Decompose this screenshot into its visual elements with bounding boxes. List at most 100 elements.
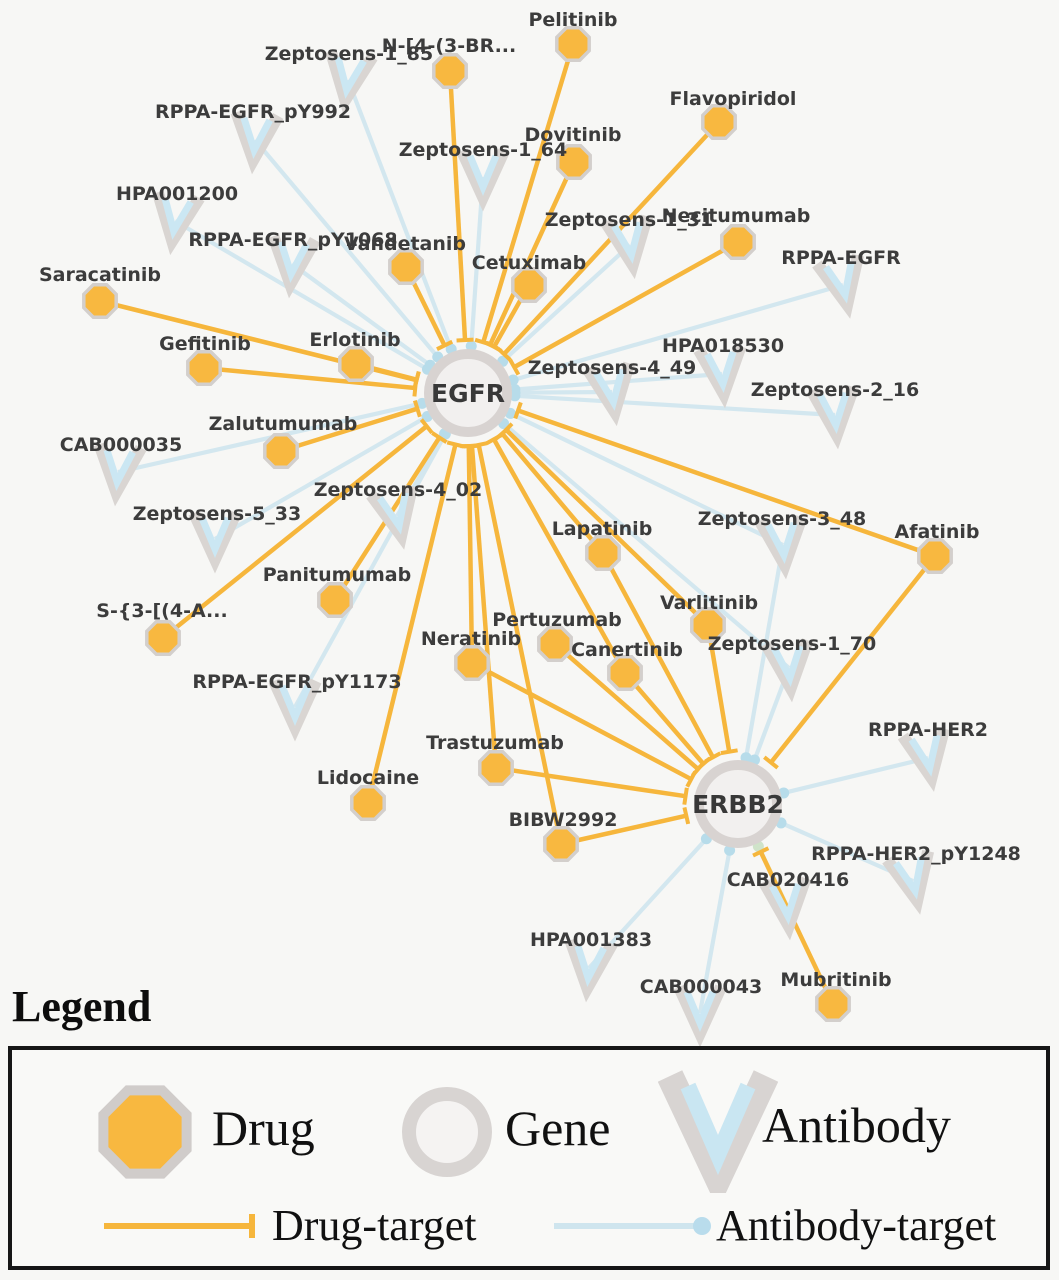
chevron-icon [267,234,321,299]
drug-target-edge-icon [104,1214,255,1238]
legend-gene-label: Gene [505,1100,611,1156]
gene-label-ERBB2: ERBB2 [692,790,784,819]
antibody-node-z1_70 [760,638,814,703]
drug-label-trastuzumab: Trastuzumab [426,732,564,754]
antibody-label-cab000043: CAB000043 [640,976,762,998]
chevron-inner-icon [240,116,273,159]
chevron-inner-icon [704,350,737,393]
gene-node-EGFR [424,349,512,437]
edge-tee-erlotinib-EGFR [412,370,421,389]
edge-tee-n4_3br-EGFR [456,337,474,343]
edge-lapatinib-ERBB2 [601,551,715,759]
edge-rppa_her2-ERBB2 [783,755,929,795]
edge-neratinib-EGFR [466,445,475,664]
drug-label-flavopiridol: Flavopiridol [670,88,797,110]
drug-node-erlotinib [338,346,374,382]
antibody-label-z4_02: Zeptosens-4_02 [314,479,482,501]
antibody-node-py1173 [268,678,322,742]
edge-gefitinib-EGFR [203,365,416,391]
drug-node-vandetanib [388,249,424,285]
chevron-inner-icon [771,644,804,687]
edge-dovitinib-EGFR [488,161,577,346]
drug-node-zalutumumab [263,433,299,469]
labels-layer: EGFR ERBB2 Pelitinib N-[4-(3-BR... Dovitinib… [39,9,1021,998]
antibody-node-py992 [230,110,284,175]
chevron-inner-icon [769,882,802,925]
edge-tee-canertinib-EGFR [485,433,503,446]
edge-pertuzumab-ERBB2 [553,642,700,771]
edge-tee-vandetanib-EGFR [436,339,454,351]
drug-label-lapatinib: Lapatinib [552,518,653,540]
antibody-label-rppa_egfr: RPPA-EGFR [781,247,901,269]
edge-cab000043-ERBB2 [697,849,732,1014]
chevron-icon [366,484,418,550]
nodes-layer [82,26,953,1048]
drug-node-mubritinib [815,986,851,1022]
chevron-inner-icon [908,734,941,777]
antibody-label-py1173: RPPA-EGFR_pY1173 [192,671,401,693]
drug-edges-layer [99,43,937,1005]
drug-node-n4_3br [432,53,468,89]
edge-tee-varlitinib-ERBB2 [720,748,738,756]
antibody-label-rppa_her2: RPPA-HER2 [868,719,988,741]
antibody-node-z1_31 [600,214,653,280]
edge-tee-afatinib-EGFR [513,401,523,420]
drug-label-pelitinib: Pelitinib [528,9,617,31]
antibody-label-py1248: RPPA-HER2_pY1248 [811,843,1021,865]
drug-node-neratinib [454,645,490,681]
chevron-inner-icon [161,197,194,240]
edge-pelitinib-EGFR [481,43,576,343]
chevron-inner-icon [103,448,136,491]
drug-label-panitumumab: Panitumumab [263,564,411,586]
chevron-inner-icon [466,154,500,197]
antibody-node-cab020416 [758,876,812,941]
edge-n4_3br-EGFR [447,70,468,341]
drug-label-canertinib: Canertinib [571,639,683,661]
edge-z1_31-EGFR [501,243,632,363]
edge-afatinib-EGFR [517,408,936,559]
drug-label-bibw2992: BIBW2992 [509,809,618,831]
gene-node-ERBB2 [694,760,782,848]
edge-py1068-EGFR [290,262,432,367]
drug-node-canertinib [607,655,643,691]
edge-varlitinib-ERBB2 [705,624,732,753]
chevron-icon [93,442,147,507]
edge-rppa_egfr-EGFR [512,282,844,383]
chevron-icon [760,638,814,703]
antibody-node-rppa_egfr [812,253,864,319]
antibody-node-z1_64 [456,148,510,212]
edge-hpa001200-EGFR [173,219,429,372]
drug-label-s3_4a: S-{3-[(4-A... [96,600,227,622]
chevron-inner-icon [893,857,925,900]
antibody-label-hpa001200: HPA001200 [116,183,238,205]
antibody-node-cab000043 [673,984,727,1048]
edge-z2_16-EGFR [514,393,836,418]
chevron-icon [600,214,653,280]
drug-label-gefitinib: Gefitinib [159,333,251,355]
antibody-label-cab000035: CAB000035 [60,434,182,456]
chevron-inner-icon [574,944,607,987]
antibody-node-z4_49 [582,361,635,427]
edge-trastuzumab-EGFR [469,445,499,769]
edge-tee-trastuzumab-ERBB2 [682,787,689,805]
edge-z5_33-EGFR [213,414,429,541]
drug-node-bibw2992 [543,826,579,862]
antibody-label-z1_31: Zeptosens-1_31 [545,209,713,231]
drug-node-dovitinib [556,144,592,180]
antibody-node-hpa001200 [152,190,205,256]
drug-label-neratinib: Neratinib [421,628,521,650]
gene-circle-icon [402,1087,492,1177]
edge-zalutumumab-EGFR [280,406,419,454]
drug-node-gefitinib [186,350,222,386]
chevron-icon [456,148,510,212]
edge-trastuzumab-ERBB2 [495,765,686,799]
antibody-node-z5_33 [188,510,242,574]
drug-label-zalutumumab: Zalutumumab [209,413,358,435]
drug-node-s3_4a [145,620,181,656]
edge-tee-neratinib-ERBB2 [685,770,697,788]
edge-tee-s3_4a-EGFR [419,418,434,435]
edge-tee-bibw2992-ERBB2 [682,806,691,825]
chevron-icon [152,190,205,256]
gene-label-EGFR: EGFR [431,379,505,408]
